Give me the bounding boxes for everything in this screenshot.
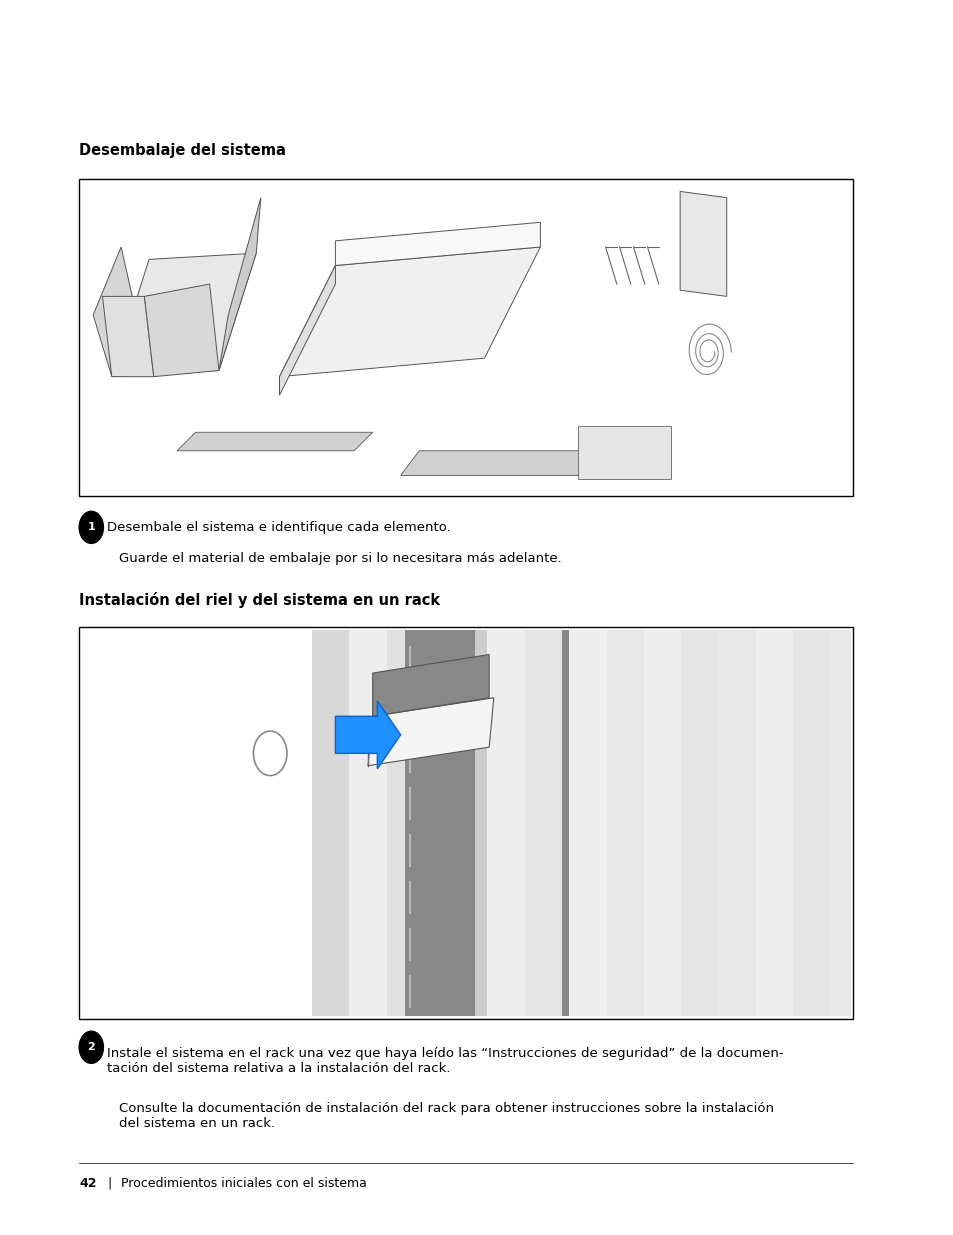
FancyBboxPatch shape xyxy=(755,630,792,1016)
FancyBboxPatch shape xyxy=(829,630,850,1016)
Text: Consulte la documentación de instalación del rack para obtener instrucciones sob: Consulte la documentación de instalación… xyxy=(119,1102,774,1130)
FancyBboxPatch shape xyxy=(349,630,386,1016)
FancyBboxPatch shape xyxy=(386,630,442,1016)
Polygon shape xyxy=(219,198,260,370)
FancyBboxPatch shape xyxy=(405,630,475,1016)
Polygon shape xyxy=(578,426,670,479)
FancyBboxPatch shape xyxy=(81,630,314,1016)
FancyBboxPatch shape xyxy=(442,630,450,1016)
Polygon shape xyxy=(144,284,219,377)
Polygon shape xyxy=(373,655,489,716)
FancyBboxPatch shape xyxy=(680,630,718,1016)
FancyBboxPatch shape xyxy=(606,630,643,1016)
Text: Instale el sistema en el rack una vez que haya leído las “Instrucciones de segur: Instale el sistema en el rack una vez qu… xyxy=(107,1047,783,1076)
Polygon shape xyxy=(279,247,539,377)
Text: 1: 1 xyxy=(88,522,95,532)
Text: 2: 2 xyxy=(88,1042,95,1052)
Polygon shape xyxy=(400,451,596,475)
Text: |: | xyxy=(107,1177,112,1189)
FancyBboxPatch shape xyxy=(79,179,852,496)
Polygon shape xyxy=(335,222,539,266)
Text: Instalación del riel y del sistema en un rack: Instalación del riel y del sistema en un… xyxy=(79,592,440,608)
FancyBboxPatch shape xyxy=(312,630,349,1016)
FancyBboxPatch shape xyxy=(79,627,852,1019)
Polygon shape xyxy=(177,432,373,451)
FancyArrow shape xyxy=(335,701,400,768)
Circle shape xyxy=(253,731,287,776)
Polygon shape xyxy=(368,698,494,766)
FancyBboxPatch shape xyxy=(487,630,524,1016)
Polygon shape xyxy=(112,253,256,377)
FancyBboxPatch shape xyxy=(643,630,680,1016)
FancyBboxPatch shape xyxy=(569,630,606,1016)
Text: Procedimientos iniciales con el sistema: Procedimientos iniciales con el sistema xyxy=(121,1177,367,1189)
Circle shape xyxy=(79,511,103,543)
FancyBboxPatch shape xyxy=(561,630,569,1016)
FancyBboxPatch shape xyxy=(718,630,755,1016)
Text: Guarde el material de embalaje por si lo necesitara más adelante.: Guarde el material de embalaje por si lo… xyxy=(119,552,561,564)
Text: 42: 42 xyxy=(79,1177,96,1189)
Text: Desembalaje del sistema: Desembalaje del sistema xyxy=(79,143,286,158)
Text: Desembale el sistema e identifique cada elemento.: Desembale el sistema e identifique cada … xyxy=(107,521,451,534)
Circle shape xyxy=(79,1031,103,1063)
FancyBboxPatch shape xyxy=(524,630,561,1016)
Polygon shape xyxy=(102,296,153,377)
FancyBboxPatch shape xyxy=(792,630,829,1016)
FancyBboxPatch shape xyxy=(450,630,487,1016)
Circle shape xyxy=(367,734,378,748)
Polygon shape xyxy=(679,191,726,296)
Polygon shape xyxy=(279,266,335,395)
Polygon shape xyxy=(93,247,135,377)
